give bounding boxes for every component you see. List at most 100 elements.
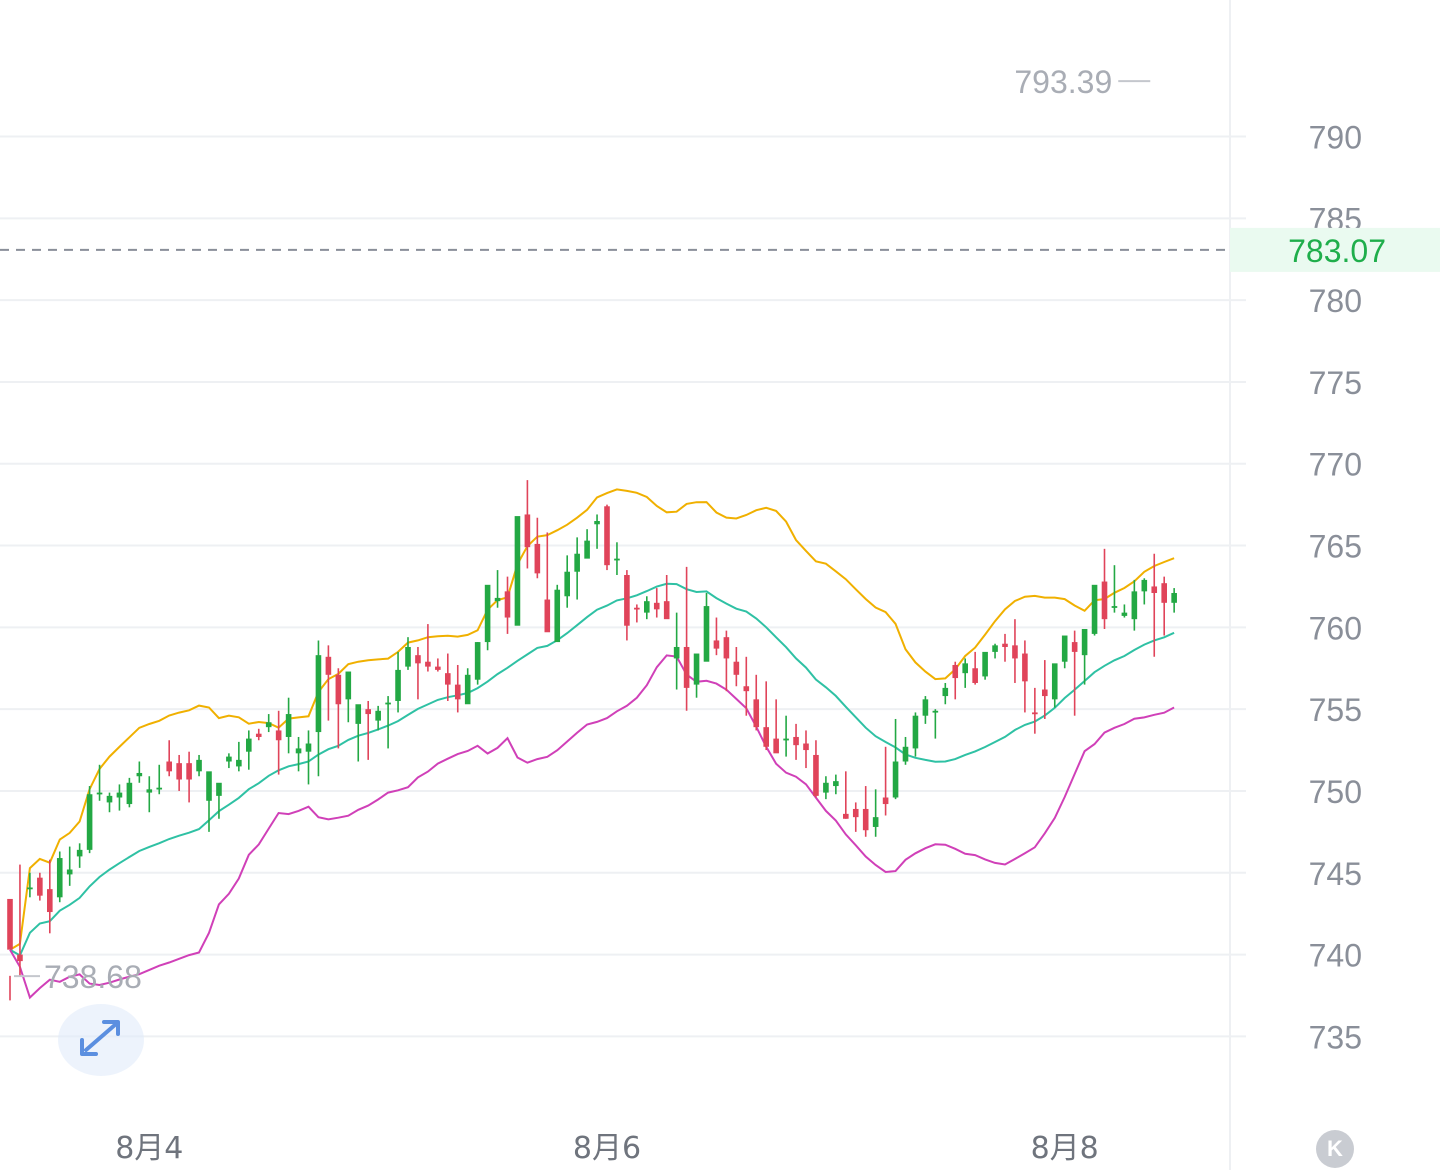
candle-body (365, 709, 371, 715)
candle (196, 754, 202, 777)
candle-body (673, 646, 680, 659)
candle-body (355, 704, 362, 724)
candle (962, 658, 968, 688)
price-markers: 783.07 793.39 738.68 (0, 64, 1440, 995)
candle-body (425, 661, 431, 667)
candle (186, 751, 192, 803)
candle-body (265, 722, 272, 728)
candle (693, 653, 700, 698)
candle-body (1161, 583, 1167, 603)
candle (255, 728, 262, 741)
candle (405, 637, 411, 670)
candle (594, 514, 600, 549)
candle-body (773, 738, 779, 754)
y-tick-label: 765 (1309, 529, 1362, 565)
candle (56, 851, 63, 903)
candle (146, 776, 153, 813)
candle-body (484, 584, 491, 643)
candle-body (1022, 653, 1028, 682)
candle-body (494, 597, 501, 602)
candle-body (653, 602, 660, 610)
candle-body (454, 684, 461, 700)
candle-body (1042, 689, 1048, 697)
candle (385, 696, 391, 749)
candle-body (952, 664, 959, 679)
candle (803, 730, 809, 769)
expand-chart-button[interactable] (58, 1004, 144, 1076)
candle (206, 771, 212, 832)
y-tick-label: 780 (1309, 283, 1362, 319)
candle (733, 646, 740, 687)
candle-body (524, 514, 531, 548)
candle-body (743, 686, 750, 692)
candle-body (405, 646, 411, 667)
candle (713, 617, 720, 656)
candle (922, 696, 929, 724)
y-tick-label: 735 (1309, 1019, 1362, 1055)
candle (106, 792, 113, 813)
candle-body (584, 540, 590, 559)
candle-body (892, 761, 899, 798)
candle-body (972, 668, 978, 683)
candle (265, 714, 272, 733)
candle (604, 504, 610, 571)
candle-body (1051, 663, 1058, 700)
candle-body (226, 756, 232, 762)
x-date-label: 8月6 (573, 1131, 641, 1166)
candle (1032, 687, 1038, 734)
k-logo-icon[interactable]: K (1316, 1130, 1354, 1168)
candle-body (634, 607, 640, 610)
candle-body (872, 817, 879, 827)
candle-body (345, 671, 352, 700)
candle-body (703, 606, 710, 662)
candle-body (922, 699, 929, 716)
upper-band-line (9, 488, 1175, 951)
candle-body (753, 699, 760, 728)
candle (584, 529, 590, 559)
candle-body (375, 710, 381, 721)
candle-body (156, 787, 163, 790)
candle (634, 604, 640, 623)
candle-body (136, 772, 143, 777)
candle-body (415, 655, 421, 664)
candle (1161, 576, 1167, 636)
candle-body (255, 733, 262, 737)
candle (723, 630, 730, 692)
candle (1111, 565, 1118, 613)
x-axis: 8月4 8月6 8月8 (115, 1131, 1099, 1166)
candle (773, 699, 779, 754)
candle-body (624, 574, 630, 626)
candle (852, 802, 859, 832)
candle (564, 555, 570, 608)
candle (882, 746, 889, 816)
y-tick-label: 790 (1309, 120, 1362, 156)
candle-body (852, 808, 859, 818)
candle (464, 668, 471, 705)
candle-body (723, 637, 730, 659)
candle (136, 761, 143, 783)
candle (504, 576, 511, 634)
candle (982, 651, 988, 680)
candle-body (882, 797, 889, 805)
current-price-badge (1230, 227, 1440, 272)
candle (703, 592, 710, 662)
candle (295, 736, 302, 772)
candle-body (1171, 592, 1177, 603)
candle-body (574, 553, 580, 572)
candle-body (216, 782, 222, 796)
candle (216, 782, 222, 819)
candle (335, 668, 342, 749)
candle (793, 723, 799, 760)
candle-body (803, 743, 809, 751)
candle-body (1121, 612, 1128, 616)
candle (952, 661, 959, 700)
candle (743, 656, 750, 716)
candle (763, 681, 769, 751)
candle (1091, 584, 1098, 636)
candle (116, 784, 123, 811)
candle (1061, 635, 1068, 669)
candle (86, 786, 93, 854)
y-tick-label: 740 (1309, 938, 1362, 974)
candle-body (126, 782, 133, 805)
